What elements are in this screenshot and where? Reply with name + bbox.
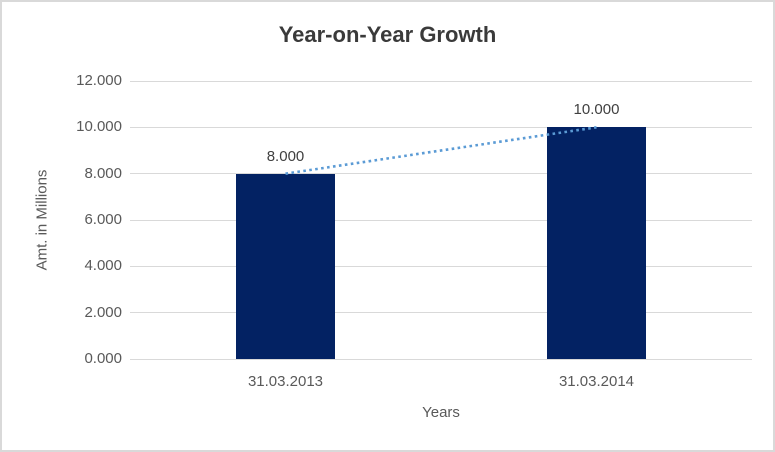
plot-area: 8.000 10.000 — [130, 80, 752, 360]
chart-title: Year-on-Year Growth — [278, 22, 497, 47]
bar-31.03.2013 — [236, 173, 335, 359]
x-axis-title: Years — [422, 404, 460, 421]
y-tick-label: 6.000 — [84, 211, 122, 228]
gridline — [130, 265, 752, 267]
y-tick-label: 4.000 — [84, 257, 122, 275]
x-tick-label: 31.03.2014 — [558, 373, 635, 390]
x-tick-label: 31.03.2013 — [247, 373, 324, 390]
gridline — [130, 358, 752, 360]
data-label: 10.000 — [573, 101, 620, 119]
y-tick-label: 0.000 — [84, 350, 122, 367]
data-label: 8.000 — [266, 147, 305, 165]
gridline — [130, 126, 752, 128]
y-tick-label: 10.000 — [76, 118, 122, 136]
gridline — [130, 219, 752, 221]
gridline — [130, 312, 752, 314]
gridline — [130, 80, 752, 82]
trendline — [285, 126, 597, 175]
gridline — [130, 173, 752, 175]
y-tick-label: 12.000 — [76, 72, 122, 89]
y-tick-label: 8.000 — [84, 164, 122, 182]
bar-31.03.2014 — [547, 127, 646, 359]
y-tick-label: 2.000 — [84, 303, 122, 321]
